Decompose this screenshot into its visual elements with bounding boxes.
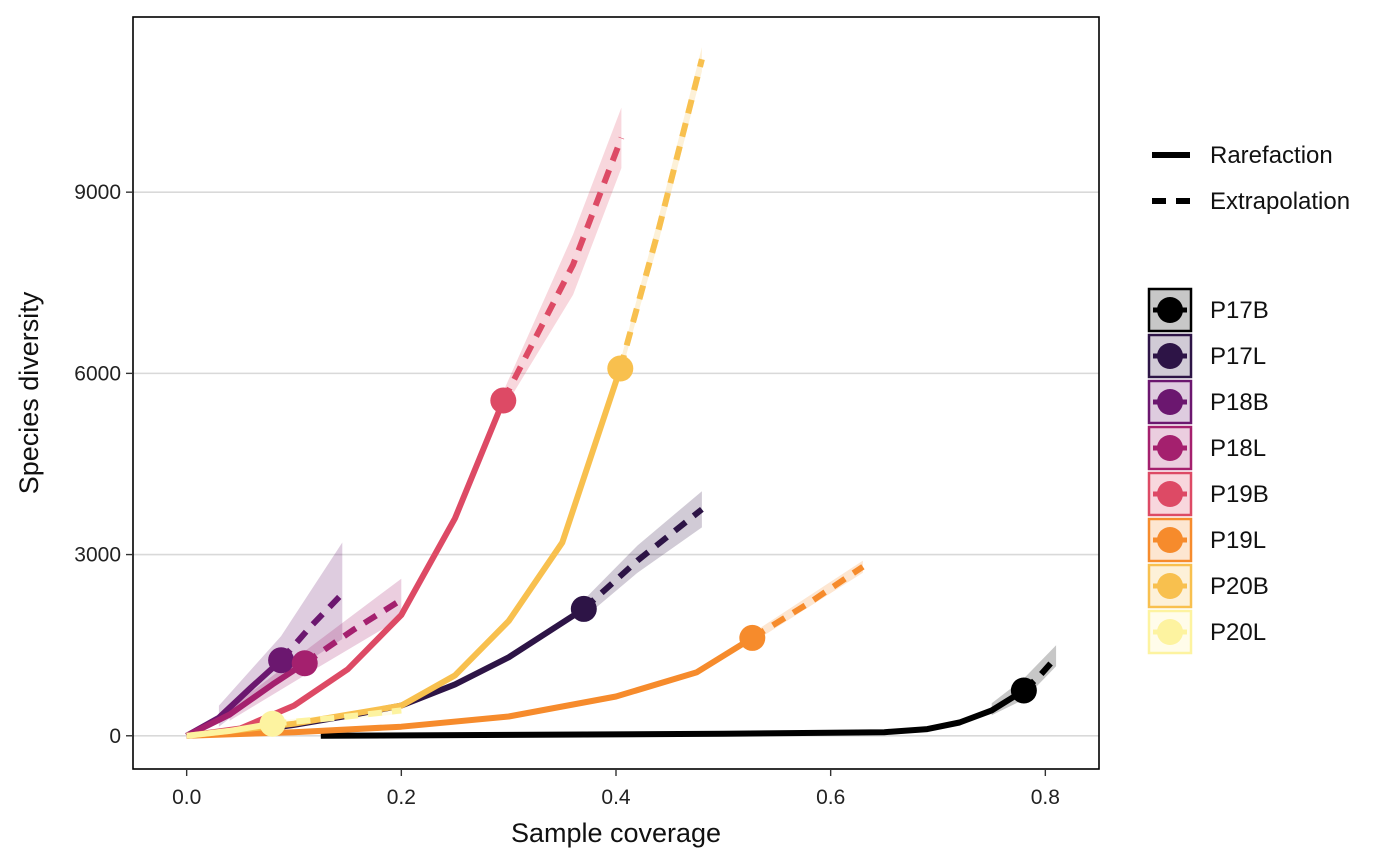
legend-label-p20b: P20B bbox=[1210, 573, 1269, 600]
legend-label-p18b: P18B bbox=[1210, 389, 1269, 416]
reference-points bbox=[259, 355, 1037, 737]
y-tick-label: 6000 bbox=[74, 362, 121, 385]
x-tick-label: 0.8 bbox=[1031, 786, 1060, 809]
rarefaction-line-p17b bbox=[320, 687, 1026, 739]
extrapolation-line-p19b bbox=[500, 136, 625, 402]
legend-label-p18l: P18L bbox=[1210, 435, 1266, 462]
series-lines bbox=[185, 58, 1059, 739]
extrapolation-line-p20l bbox=[272, 707, 402, 727]
y-tick-label: 9000 bbox=[74, 181, 121, 204]
extrapolation-line-p20b bbox=[617, 58, 705, 370]
legend-key-point-p17l bbox=[1157, 343, 1183, 369]
legend-label-extrapolation: Extrapolation bbox=[1210, 188, 1350, 215]
legend-label-rarefaction: Rarefaction bbox=[1210, 142, 1333, 169]
rarefaction-line-p20l bbox=[186, 720, 273, 739]
reference-point-p20l bbox=[259, 710, 286, 737]
rarefaction-line-p20b bbox=[186, 367, 624, 739]
reference-point-p20b bbox=[607, 355, 634, 382]
rarefaction-line-p18l bbox=[185, 660, 307, 739]
y-tick-label: 0 bbox=[109, 725, 121, 748]
x-tick-label: 0.0 bbox=[172, 786, 201, 809]
legend-key-point-p17b bbox=[1157, 297, 1183, 323]
reference-point-p19b bbox=[490, 387, 517, 414]
legend-key-point-p20b bbox=[1157, 573, 1183, 599]
legend-label-p19b: P19B bbox=[1210, 481, 1269, 508]
y-tick-label: 3000 bbox=[74, 544, 121, 567]
x-axis-ticks: 0.0 0.2 0.4 0.6 0.8 bbox=[172, 769, 1060, 809]
extrapolation-line-p18b bbox=[278, 591, 345, 663]
legend-key-point-p20l bbox=[1157, 619, 1183, 645]
extrapolation-line-p18l bbox=[303, 597, 403, 666]
reference-point-p18b bbox=[268, 647, 295, 674]
reference-point-p17l bbox=[570, 595, 597, 622]
legend: Rarefaction Extrapolation P17B P17L P18B P18L… bbox=[1147, 142, 1350, 655]
reference-point-p17b bbox=[1010, 677, 1037, 704]
legend-label-p17l: P17L bbox=[1210, 343, 1266, 370]
x-axis-title: Sample coverage bbox=[511, 818, 721, 848]
y-axis-ticks: 0 3000 6000 9000 bbox=[74, 181, 133, 748]
confidence-band-p19b bbox=[503, 107, 622, 410]
legend-label-p20l: P20L bbox=[1210, 619, 1266, 646]
legend-label-p19l: P19L bbox=[1210, 527, 1266, 554]
legend-key-point-p18l bbox=[1157, 435, 1183, 461]
confidence-band-p18b bbox=[218, 542, 343, 727]
legend-key-point-p18b bbox=[1157, 389, 1183, 415]
extrapolation-line-p19l bbox=[750, 564, 865, 641]
x-tick-label: 0.2 bbox=[387, 786, 416, 809]
legend-label-p17b: P17B bbox=[1210, 297, 1269, 324]
y-axis-title: Species diversity bbox=[14, 291, 44, 494]
legend-key-point-p19l bbox=[1157, 527, 1183, 553]
reference-point-p19l bbox=[739, 624, 766, 651]
legend-key-point-p19b bbox=[1157, 481, 1183, 507]
reference-point-p18l bbox=[291, 650, 318, 677]
x-tick-label: 0.6 bbox=[816, 786, 845, 809]
rarefaction-line-p19l bbox=[186, 635, 754, 739]
extrapolation-line-p17l bbox=[581, 506, 704, 612]
x-tick-label: 0.4 bbox=[601, 786, 631, 809]
